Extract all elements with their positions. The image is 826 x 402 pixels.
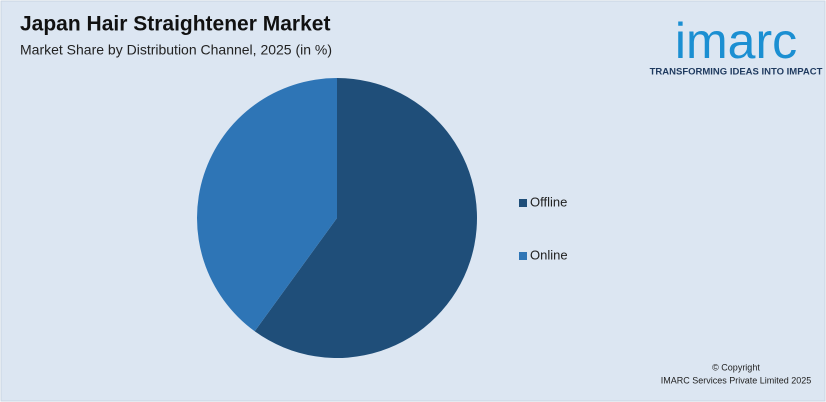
copyright: IMARC Services Private Limited 2025 [661, 375, 812, 385]
chart-subtitle: Market Share by Distribution Channel, 20… [20, 42, 332, 58]
chart-title: Japan Hair Straightener Market [20, 13, 330, 36]
legend-swatch [519, 199, 527, 207]
pie-slice [254, 78, 478, 358]
logo-tagline: TRANSFORMING IDEAS INTO IMPACT [650, 67, 823, 78]
legend-swatch [519, 252, 527, 260]
pie-slice [197, 78, 337, 332]
legend-label: Offline [530, 194, 567, 209]
copyright: © Copyright [712, 362, 760, 372]
legend-label: Online [530, 247, 568, 262]
logo-name: imarc [675, 13, 797, 69]
